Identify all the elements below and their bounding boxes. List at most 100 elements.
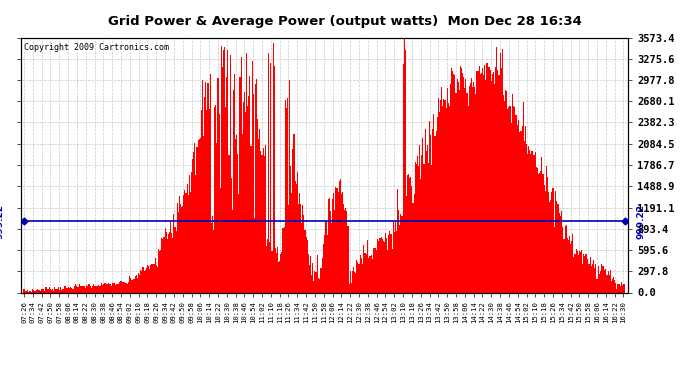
Bar <box>142 267 144 292</box>
Bar <box>319 279 320 292</box>
Bar <box>366 254 367 292</box>
Bar <box>491 81 492 292</box>
Bar <box>106 285 107 292</box>
Bar <box>468 106 469 292</box>
Bar <box>181 207 182 292</box>
Bar <box>548 192 549 292</box>
Bar <box>355 273 356 292</box>
Bar <box>386 238 387 292</box>
Bar <box>324 235 326 292</box>
Bar <box>500 53 501 292</box>
Bar <box>331 223 332 292</box>
Bar <box>435 131 437 292</box>
Bar <box>317 278 319 292</box>
Bar <box>382 239 383 292</box>
Bar <box>191 172 192 292</box>
Bar <box>225 106 226 292</box>
Bar <box>339 179 341 292</box>
Bar <box>311 275 312 292</box>
Bar <box>362 264 363 292</box>
Bar <box>611 281 612 292</box>
Bar <box>367 240 368 292</box>
Bar <box>108 283 110 292</box>
Bar <box>354 272 355 292</box>
Bar <box>426 151 427 292</box>
Bar <box>269 242 270 292</box>
Bar <box>180 204 181 292</box>
Bar <box>42 290 43 292</box>
Bar <box>475 94 476 292</box>
Bar <box>589 264 590 292</box>
Bar <box>285 100 286 292</box>
Bar <box>376 251 377 292</box>
Bar <box>146 268 147 292</box>
Bar <box>572 234 573 292</box>
Bar <box>476 71 477 292</box>
Bar <box>192 159 193 292</box>
Bar <box>368 258 369 292</box>
Bar <box>188 195 189 292</box>
Bar <box>253 94 254 292</box>
Bar <box>151 264 152 292</box>
Bar <box>566 238 568 292</box>
Bar <box>312 263 313 292</box>
Bar <box>529 150 531 292</box>
Bar <box>105 283 106 292</box>
Bar <box>371 255 372 292</box>
Bar <box>233 90 234 292</box>
Bar <box>428 163 429 292</box>
Text: 999.22: 999.22 <box>0 204 4 239</box>
Bar <box>28 291 29 292</box>
Bar <box>162 239 164 292</box>
Bar <box>77 287 79 292</box>
Bar <box>152 264 153 292</box>
Bar <box>132 279 134 292</box>
Bar <box>581 251 582 292</box>
Bar <box>506 92 507 292</box>
Bar <box>411 186 413 292</box>
Bar <box>344 210 345 292</box>
Bar <box>561 211 562 292</box>
Bar <box>190 192 191 292</box>
Bar <box>290 166 291 292</box>
Bar <box>161 238 162 292</box>
Bar <box>271 251 273 292</box>
Bar <box>351 283 352 292</box>
Bar <box>39 290 40 292</box>
Bar <box>210 222 212 292</box>
Bar <box>127 284 128 292</box>
Bar <box>129 276 130 292</box>
Bar <box>602 266 603 292</box>
Bar <box>353 267 354 292</box>
Bar <box>444 100 446 292</box>
Bar <box>116 284 117 292</box>
Bar <box>539 173 540 292</box>
Bar <box>465 79 466 292</box>
Bar <box>477 70 479 292</box>
Bar <box>265 145 266 292</box>
Bar <box>234 74 235 292</box>
Bar <box>97 286 99 292</box>
Bar <box>557 204 558 292</box>
Bar <box>47 289 48 292</box>
Bar <box>232 210 233 292</box>
Bar <box>23 289 25 292</box>
Bar <box>622 285 623 292</box>
Bar <box>504 101 505 292</box>
Bar <box>186 184 188 292</box>
Bar <box>134 279 135 292</box>
Bar <box>136 275 137 292</box>
Bar <box>118 284 119 292</box>
Bar <box>175 231 177 292</box>
Bar <box>551 192 553 292</box>
Bar <box>416 164 417 292</box>
Bar <box>528 146 529 292</box>
Bar <box>613 277 614 292</box>
Bar <box>155 258 156 292</box>
Bar <box>332 199 333 292</box>
Bar <box>235 139 236 292</box>
Bar <box>243 102 244 292</box>
Bar <box>577 251 578 292</box>
Bar <box>114 283 115 292</box>
Bar <box>246 53 247 292</box>
